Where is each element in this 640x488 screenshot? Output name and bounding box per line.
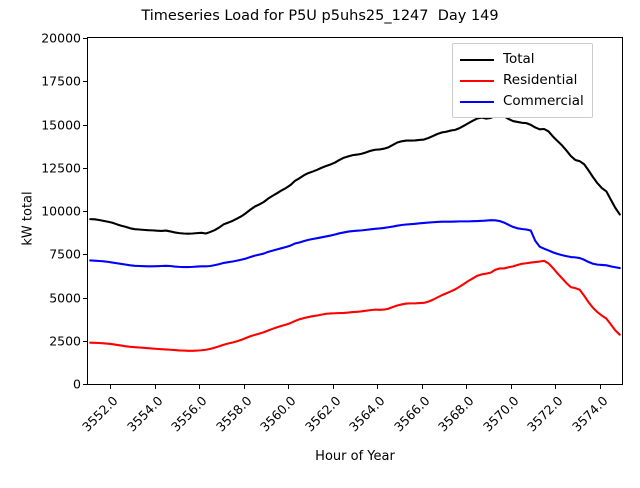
- legend-swatch-commercial: [460, 100, 494, 103]
- x-tick-mark: [199, 385, 201, 389]
- chart-legend: Total Residential Commercial: [452, 43, 593, 118]
- y-tick-mark: [83, 384, 87, 386]
- legend-label: Commercial: [503, 92, 584, 109]
- x-tick-mark: [154, 385, 156, 389]
- legend-label: Residential: [503, 71, 578, 88]
- x-tick-label: 3574.0: [568, 393, 611, 435]
- y-tick-mark: [83, 211, 87, 213]
- x-tick-mark: [332, 385, 334, 389]
- y-tick-label: 7500: [49, 246, 81, 262]
- legend-swatch-total: [460, 58, 494, 61]
- legend-item-total[interactable]: Total: [460, 49, 584, 70]
- series-canvas: [89, 113, 621, 352]
- x-tick-mark: [510, 385, 512, 389]
- x-tick-mark: [555, 385, 557, 389]
- y-tick-label: 2500: [49, 333, 81, 349]
- y-tick-mark: [83, 124, 87, 126]
- y-tick-label: 17500: [41, 73, 81, 89]
- series-line-commercial: [89, 219, 621, 270]
- y-tick-label: 10000: [41, 203, 81, 219]
- x-tick-mark: [110, 385, 112, 389]
- x-axis-label: Hour of Year: [315, 449, 395, 464]
- y-tick-mark: [83, 38, 87, 40]
- series-line-residential: [89, 259, 621, 352]
- y-tick-mark: [83, 340, 87, 342]
- series-line-total: [89, 113, 621, 235]
- chart-title: Timeseries Load for P5U p5uhs25_1247 Day…: [141, 8, 499, 24]
- y-tick-mark: [83, 81, 87, 83]
- x-tick-mark: [377, 385, 379, 389]
- y-tick-label: 5000: [49, 290, 81, 305]
- y-tick-mark: [83, 254, 87, 256]
- legend-item-residential[interactable]: Residential: [460, 70, 584, 91]
- x-tick-mark: [599, 385, 601, 389]
- y-tick-label: 15000: [41, 117, 81, 132]
- y-tick-label: 0: [73, 376, 81, 392]
- y-tick-mark: [83, 297, 87, 299]
- y-tick-mark: [83, 167, 87, 169]
- legend-label: Total: [503, 50, 535, 67]
- y-tick-label: 12500: [41, 160, 81, 176]
- x-tick-mark: [243, 385, 245, 389]
- y-tick-label: 20000: [41, 30, 81, 46]
- legend-swatch-residential: [460, 79, 494, 82]
- x-tick-mark: [421, 385, 423, 389]
- x-tick-mark: [466, 385, 468, 389]
- legend-item-commercial[interactable]: Commercial: [460, 91, 584, 112]
- x-tick-mark: [288, 385, 290, 389]
